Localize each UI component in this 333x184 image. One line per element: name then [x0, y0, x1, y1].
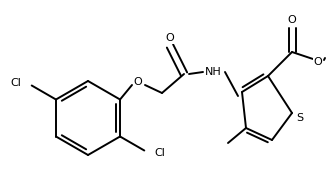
Text: NH: NH: [204, 67, 221, 77]
Text: O: O: [288, 15, 296, 25]
Text: O: O: [166, 33, 174, 43]
Text: O: O: [314, 57, 322, 67]
Text: Cl: Cl: [11, 79, 22, 89]
Text: Cl: Cl: [154, 148, 165, 158]
Text: O: O: [134, 77, 143, 87]
Text: S: S: [296, 113, 304, 123]
